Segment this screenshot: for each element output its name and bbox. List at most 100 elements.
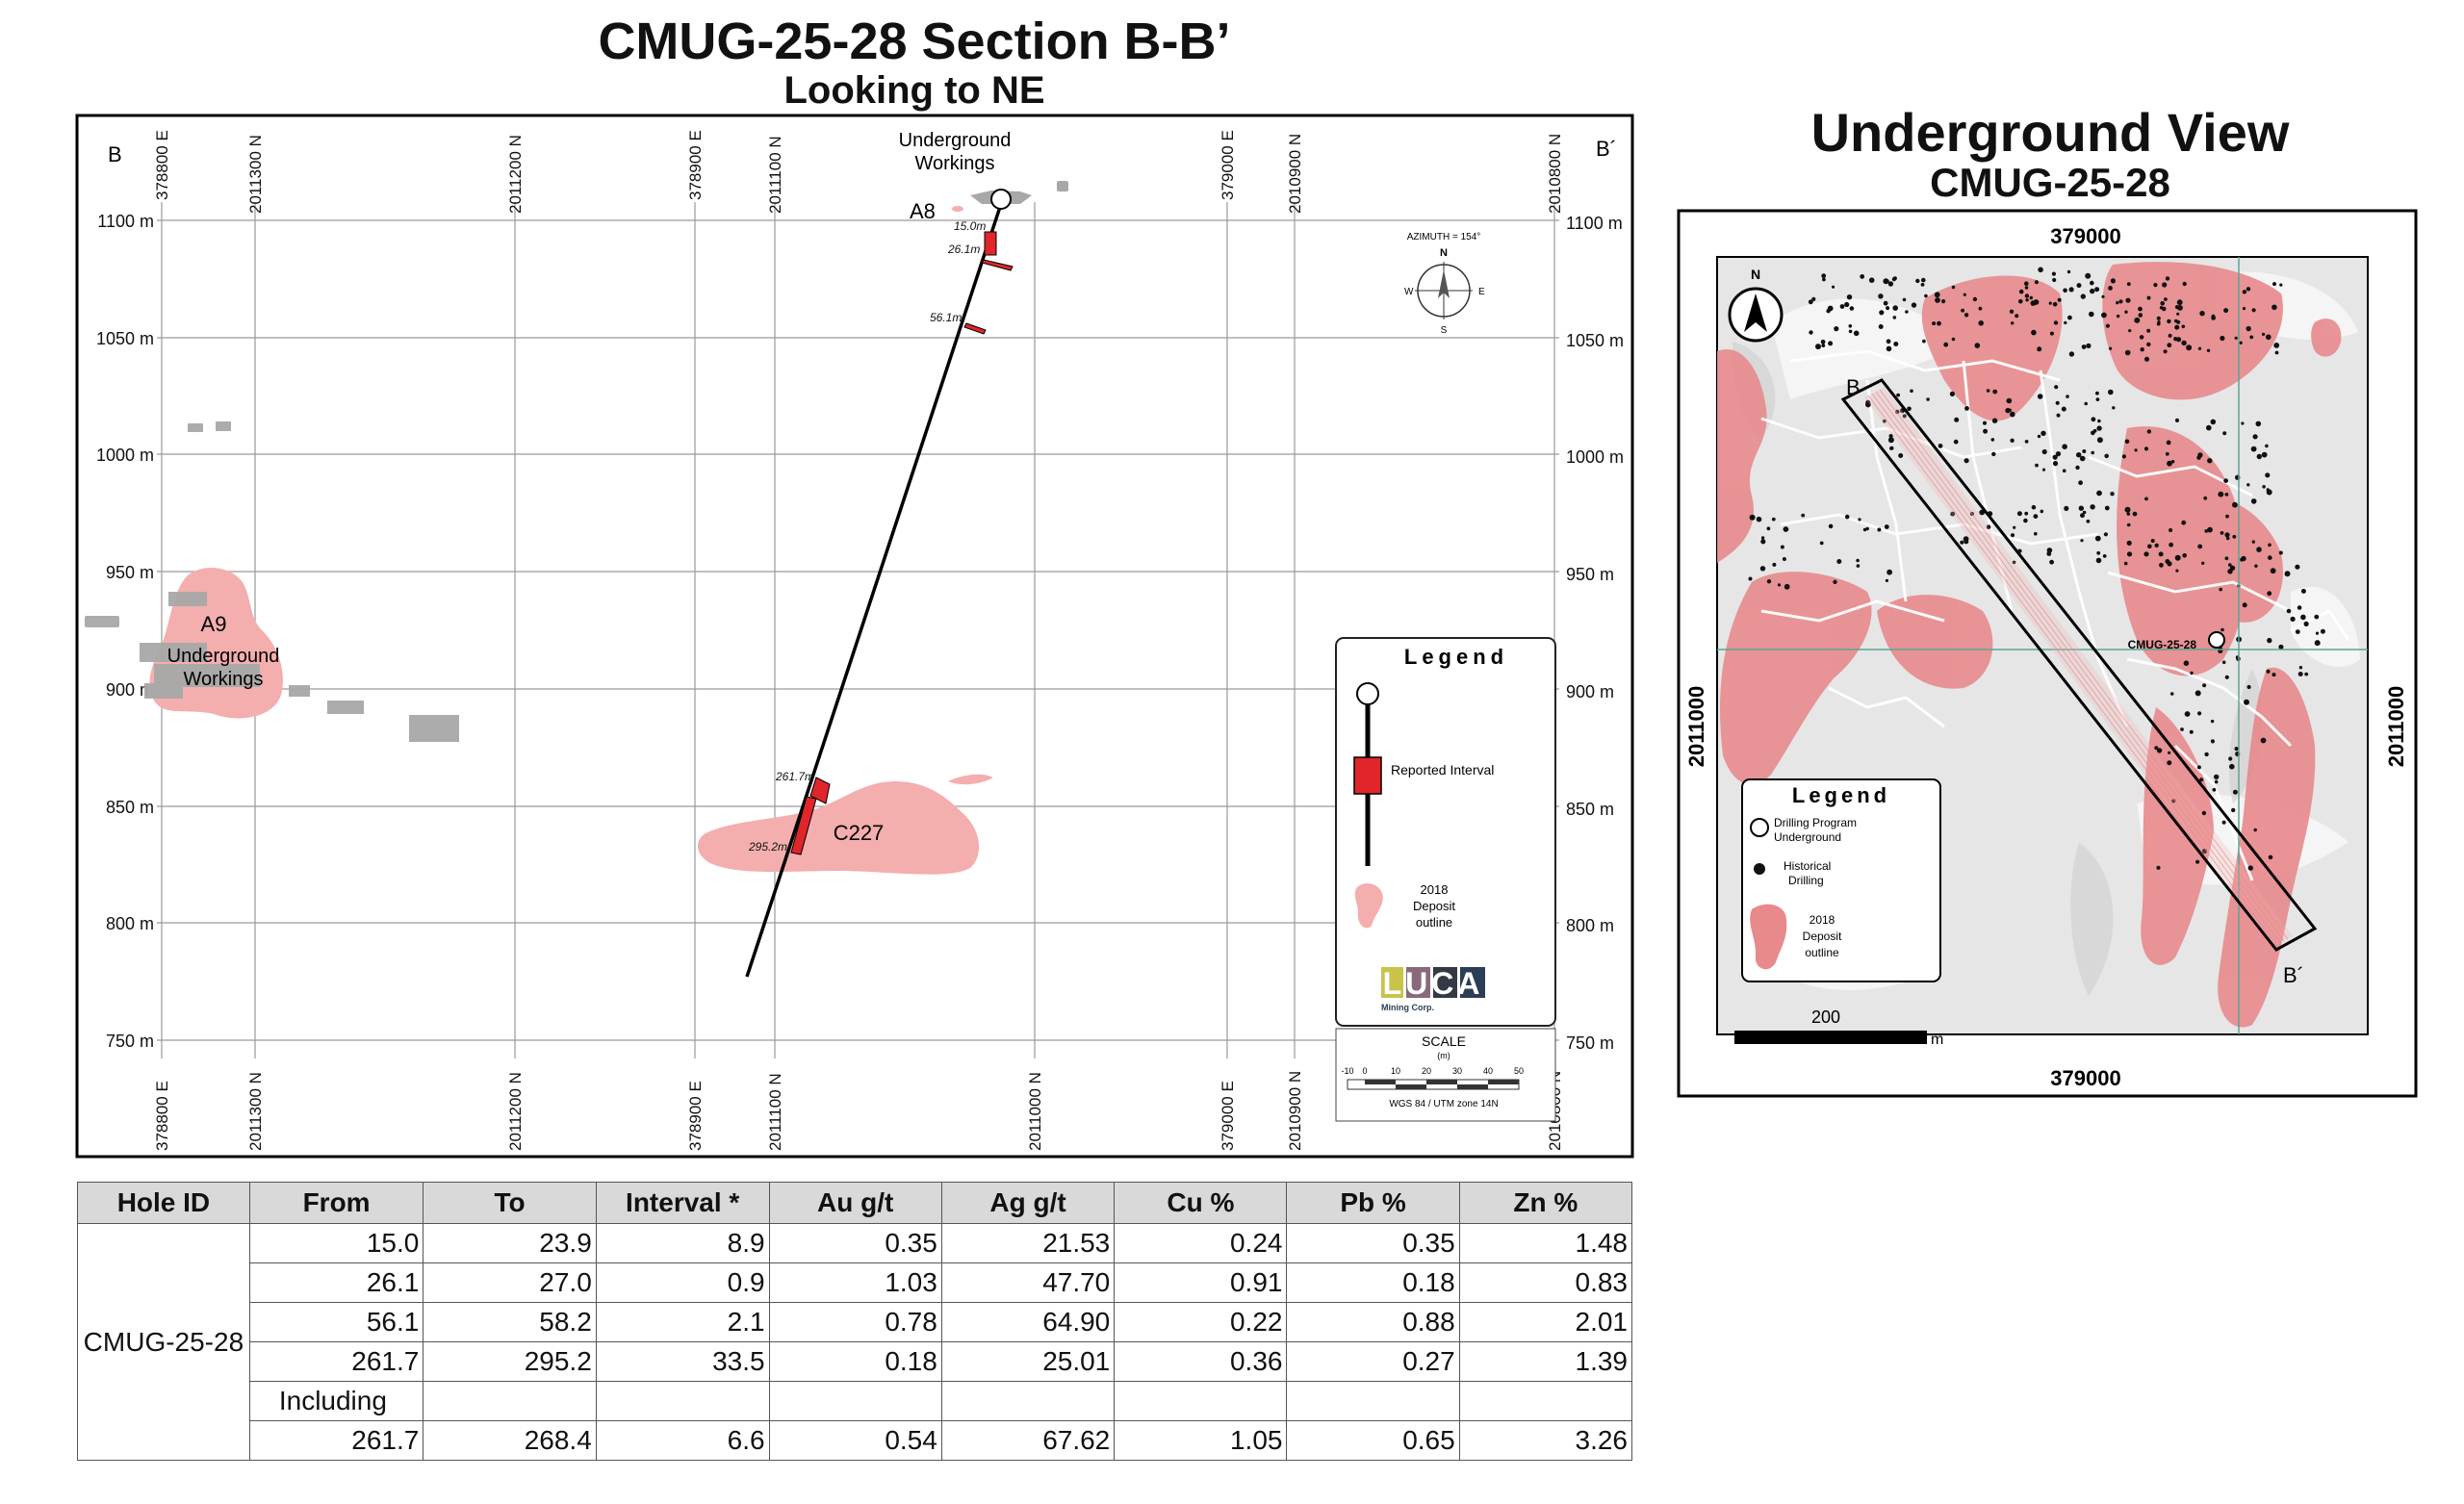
historical-drill-dot — [2224, 556, 2229, 561]
historical-drill-dot — [1820, 339, 1826, 344]
historical-drill-dot — [2190, 671, 2194, 676]
historical-drill-dot — [1992, 389, 1998, 395]
historical-drill-dot — [1848, 329, 1853, 334]
historical-drill-dot — [2240, 557, 2245, 562]
historical-drill-dot — [1950, 511, 1956, 517]
historical-drill-dot — [2052, 461, 2059, 467]
elevation-label: 1000 m — [1566, 447, 1624, 467]
deposit-outline-small — [948, 774, 993, 785]
historical-drill-dot — [1922, 339, 1926, 344]
historical-drill-dot — [2108, 389, 2114, 395]
historical-drill-dot — [1771, 517, 1776, 522]
map-legend-text: 2018 — [1810, 913, 1835, 927]
historical-drill-dot — [2265, 472, 2271, 478]
table-cell: 0.35 — [1286, 1223, 1460, 1263]
historical-drill-dot — [2091, 430, 2095, 436]
header-ag: Ag g/t — [940, 1182, 1116, 1224]
historical-drill-dot — [2241, 421, 2245, 425]
map-legend-title: Legend — [1792, 783, 1890, 807]
table-header-row: Hole ID From To Interval * Au g/t Ag g/t… — [77, 1182, 1633, 1224]
historical-drill-dot — [2251, 308, 2256, 313]
historical-drill-dot — [2239, 341, 2243, 344]
historical-drill-dot — [1951, 285, 1956, 290]
table-cell: 1.48 — [1458, 1223, 1633, 1263]
table-cell: 27.0 — [423, 1262, 597, 1303]
table-cell — [1286, 1381, 1460, 1421]
hole-id-cell: CMUG-25-28 — [77, 1223, 250, 1461]
historical-drill-dot — [2156, 748, 2163, 753]
historical-drill-dot — [2066, 269, 2071, 274]
section-legend: Legend Reported Interval 2018 Deposit ou… — [1335, 637, 1556, 1027]
historical-drill-dot — [2046, 551, 2052, 556]
drill-hole-trace — [745, 203, 1003, 978]
compass-n: N — [1440, 247, 1448, 259]
table-cell — [940, 1381, 1116, 1421]
historical-drill-dot — [2080, 293, 2086, 299]
elevation-label: 750 m — [1566, 1033, 1614, 1053]
historical-drill-dot — [1978, 320, 1984, 326]
historical-drill-dot — [1760, 539, 1766, 545]
historical-drill-dot — [2228, 756, 2233, 761]
elevation-label: 850 m — [106, 798, 154, 817]
historical-drill-dot — [2040, 509, 2044, 514]
historical-drill-dot — [2084, 401, 2088, 406]
historical-drill-dot — [2181, 520, 2187, 525]
historical-drill-dot — [2194, 690, 2201, 697]
intercept-label: 295.2m — [748, 840, 787, 854]
historical-drill-dot — [2052, 277, 2057, 283]
coord-label-top: 378800 E — [153, 130, 171, 200]
historical-drill-dot — [2090, 504, 2095, 510]
historical-drill-dot — [1892, 316, 1897, 319]
historical-drill-dot — [1853, 330, 1860, 337]
historical-drill-dot — [1937, 320, 1941, 326]
historical-drill-dot — [2195, 859, 2200, 864]
historical-drill-dot — [1844, 301, 1850, 308]
map-scale-unit: m — [1931, 1032, 1943, 1048]
historical-drill-dot — [2222, 431, 2227, 436]
historical-drill-dot — [2262, 332, 2266, 336]
historical-drill-dot — [1902, 414, 1907, 419]
historical-drill-dot — [1759, 566, 1766, 572]
historical-drill-dot — [2210, 739, 2215, 744]
a9-label: A9 — [201, 612, 227, 636]
historical-drill-dot — [2024, 511, 2029, 516]
map-section-b: B — [1846, 375, 1861, 399]
table-row: 56.1 58.2 2.1 0.78 64.90 0.22 0.88 2.01 — [78, 1302, 1633, 1342]
historical-drill-dot — [2298, 666, 2303, 670]
table-cell — [1114, 1381, 1288, 1421]
historical-drill-dot — [2068, 287, 2074, 293]
historical-drill-dot — [2169, 542, 2173, 548]
historical-drill-dot — [2112, 406, 2116, 410]
table-cell: 56.1 — [248, 1302, 424, 1342]
historical-drill-dot — [2284, 571, 2291, 577]
historical-drill-dot — [1883, 419, 1886, 423]
section-corridor — [1840, 378, 2318, 952]
intercept-label: 56.1m — [930, 311, 962, 324]
historical-drill-dot — [2094, 287, 2100, 293]
historical-drill-dot — [2024, 281, 2029, 286]
historical-drill-dot — [2169, 528, 2173, 532]
historical-drill-dot — [2016, 511, 2022, 517]
historical-drill-dot — [2094, 535, 2101, 542]
historical-drill-dot — [2143, 446, 2149, 451]
historical-drill-dot — [2315, 631, 2320, 635]
header-cu: Cu % — [1114, 1182, 1288, 1224]
historical-drill-dot — [2251, 540, 2255, 544]
legend-deposit-text: outline — [1416, 915, 1452, 930]
scale-tick: 20 — [1422, 1066, 1431, 1076]
historical-drill-dot — [2156, 316, 2161, 320]
legend-deposit-symbol — [1354, 883, 1383, 929]
historical-drill-dot — [2206, 424, 2212, 431]
table-cell: 0.35 — [768, 1223, 942, 1263]
table-row: 26.1 27.0 0.9 1.03 47.70 0.91 0.18 0.83 — [78, 1262, 1633, 1303]
historical-drill-dot — [2165, 559, 2170, 564]
historical-drill-dot — [2229, 763, 2235, 770]
historical-drill-dot — [2143, 551, 2149, 557]
historical-drill-dot — [2011, 321, 2015, 325]
historical-drill-dot — [2138, 313, 2143, 318]
historical-drill-dot — [2256, 547, 2262, 552]
workings-network — [1760, 349, 2350, 881]
historical-drill-dot — [1828, 341, 1834, 346]
historical-drill-dot — [2153, 283, 2158, 288]
historical-drill-holes — [1748, 267, 2325, 871]
